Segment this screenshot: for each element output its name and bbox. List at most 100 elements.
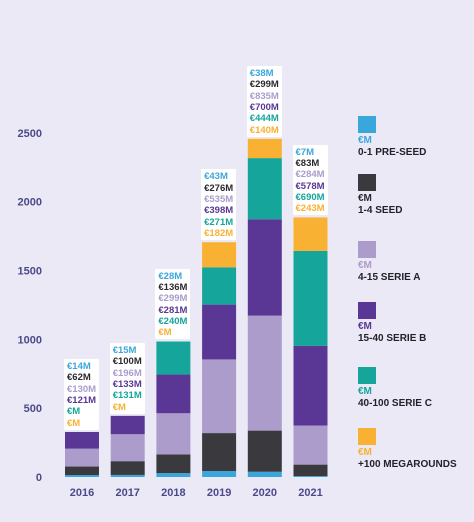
legend-value: €M	[358, 260, 372, 271]
legend-item: €M 1-4 SEED	[358, 174, 470, 217]
value-label: €83M	[295, 157, 320, 169]
legend-item: €M 0-1 PRE-SEED	[358, 116, 470, 159]
value-label: €133M	[112, 378, 142, 390]
bar-segment	[293, 345, 328, 426]
bar-segment	[293, 250, 328, 346]
value-label: €38M	[249, 68, 274, 80]
value-label: €535M	[204, 194, 234, 206]
value-label-box: €38M €299M €835M €700M €444M €140M	[246, 66, 282, 137]
value-label: €578M	[295, 180, 325, 192]
bar-segment	[156, 374, 191, 414]
value-label: €690M	[295, 191, 325, 203]
bar-segment	[110, 474, 145, 477]
x-tick-label: 2017	[115, 487, 139, 499]
legend-label: 40-100 SERIE C	[358, 398, 432, 409]
bar-segment	[247, 315, 282, 431]
value-label-box: €43M €276M €535M €398M €271M €182M	[201, 169, 237, 241]
y-tick-label: 500	[24, 403, 42, 415]
x-tick-label: 2021	[298, 487, 322, 499]
bar-segment	[202, 267, 237, 305]
bar-segment	[202, 433, 237, 472]
bar-segment	[202, 471, 237, 477]
legend-label: 15-40 SERIE B	[358, 333, 427, 344]
value-label: €284M	[295, 169, 325, 181]
x-tick-label: 2020	[253, 487, 277, 499]
value-label: €240M	[158, 315, 188, 327]
value-label: €196M	[112, 367, 142, 379]
bar-segment	[65, 466, 99, 476]
x-tick-label: 2019	[207, 487, 231, 499]
legend-swatch	[358, 174, 376, 191]
legend-value: €M	[358, 193, 372, 204]
legend-value: €M	[358, 135, 372, 146]
value-label: €140M	[249, 124, 279, 136]
legend-label: 1-4 SEED	[358, 205, 403, 216]
bar-segment	[110, 434, 145, 462]
legend-item: €M 4-15 SERIE A	[358, 241, 470, 284]
legend-item: €M +100 MEGAROUNDS	[358, 428, 470, 471]
legend-swatch	[358, 428, 376, 445]
value-label: €131M	[112, 390, 142, 402]
bar-segment	[110, 415, 145, 435]
bar-segment	[293, 425, 328, 465]
value-label: €136M	[158, 282, 188, 293]
bar-segment	[65, 431, 99, 449]
bar-segment	[202, 242, 237, 268]
bar-segment	[156, 454, 191, 474]
value-label: €15M	[112, 345, 137, 357]
legend-swatch	[358, 302, 376, 319]
bar-segment	[293, 217, 328, 251]
value-label: €43M	[204, 171, 228, 183]
legend-swatch	[358, 116, 376, 133]
y-tick-label: 1500	[18, 265, 42, 277]
legend-label: 4-15 SERIE A	[358, 272, 421, 283]
value-label: €28M	[158, 270, 183, 282]
y-tick-label: 2000	[18, 197, 42, 209]
bar-segment	[293, 476, 328, 477]
legend-swatch	[358, 241, 376, 258]
value-label-box: €15M €100M €196M €133M €131M €M	[109, 343, 145, 414]
x-tick-label: 2018	[161, 487, 185, 499]
value-label: €14M	[67, 361, 91, 373]
value-label: €281M	[158, 304, 188, 316]
value-label: €835M	[249, 90, 279, 102]
legend-value: €M	[358, 321, 372, 332]
y-tick-label: 2500	[18, 128, 42, 140]
bar-segment	[156, 341, 191, 375]
value-label: €299M	[158, 293, 188, 305]
value-label: €121M	[67, 395, 97, 407]
bar-segment	[110, 461, 145, 475]
legend-label: +100 MEGAROUNDS	[358, 459, 457, 470]
legend-label: 0-1 PRE-SEED	[358, 147, 427, 158]
legend-swatch	[358, 367, 376, 384]
value-label: €7M	[295, 146, 314, 158]
bar-segment	[247, 158, 282, 220]
bar-segment	[293, 464, 328, 477]
value-label: €M	[158, 327, 172, 339]
legend-value: €M	[358, 447, 372, 458]
x-tick-label: 2016	[70, 487, 94, 499]
bar-segment	[202, 359, 237, 434]
value-label: €398M	[204, 205, 234, 217]
value-label: €299M	[249, 79, 279, 91]
bar-segment	[65, 475, 99, 477]
legend-value: €M	[358, 386, 372, 397]
value-label-box: €14M €62M €130M €121M €M €M	[64, 359, 100, 430]
value-label: €271M	[204, 216, 234, 228]
bar-segment	[247, 430, 282, 472]
value-label: €444M	[249, 113, 279, 125]
bar-segment	[65, 448, 99, 467]
bar-segment	[247, 138, 282, 159]
value-label: €182M	[204, 227, 234, 239]
value-label: €130M	[67, 383, 97, 395]
value-label: €M	[67, 406, 81, 418]
value-label: €100M	[112, 356, 142, 368]
value-label: €243M	[295, 203, 325, 215]
bar-segment	[247, 471, 282, 477]
value-label: €276M	[204, 182, 234, 194]
legend-item: €M 15-40 SERIE B	[358, 302, 470, 345]
y-tick-label: 0	[36, 472, 42, 484]
bar-segment	[156, 473, 191, 477]
